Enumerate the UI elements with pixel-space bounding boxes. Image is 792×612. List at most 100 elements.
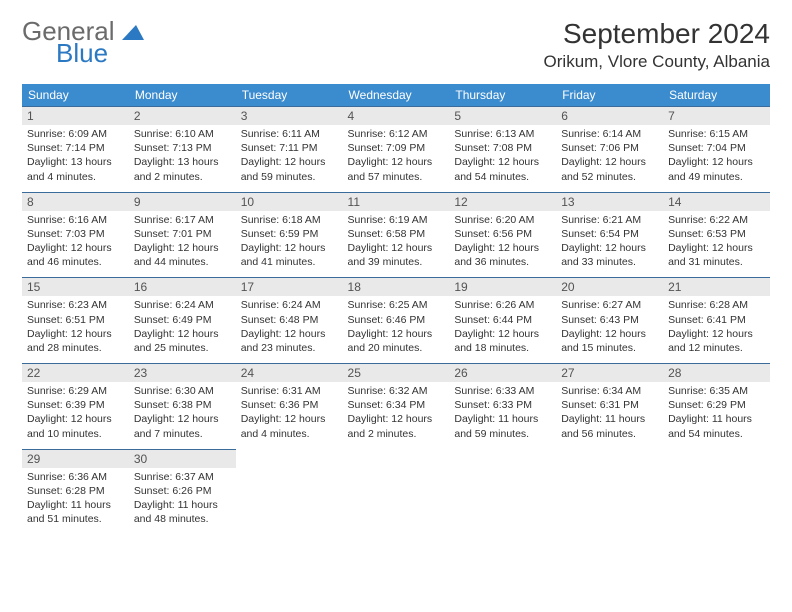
daylight-text: Daylight: 12 hours bbox=[241, 241, 338, 255]
sunrise-text: Sunrise: 6:17 AM bbox=[134, 213, 231, 227]
week-row: 8Sunrise: 6:16 AMSunset: 7:03 PMDaylight… bbox=[22, 192, 770, 278]
day-cell: 9Sunrise: 6:17 AMSunset: 7:01 PMDaylight… bbox=[129, 192, 236, 278]
day-number: 12 bbox=[449, 193, 556, 211]
day-header: Sunday bbox=[22, 84, 129, 107]
sunset-text: Sunset: 6:44 PM bbox=[454, 313, 551, 327]
sunset-text: Sunset: 6:26 PM bbox=[134, 484, 231, 498]
day-cell: 21Sunrise: 6:28 AMSunset: 6:41 PMDayligh… bbox=[663, 278, 770, 364]
daylight-text: and 54 minutes. bbox=[668, 427, 765, 441]
sunrise-text: Sunrise: 6:26 AM bbox=[454, 298, 551, 312]
day-number: 9 bbox=[129, 193, 236, 211]
day-number: 8 bbox=[22, 193, 129, 211]
daylight-text: Daylight: 12 hours bbox=[241, 412, 338, 426]
day-number: 5 bbox=[449, 107, 556, 125]
daylight-text: and 59 minutes. bbox=[454, 427, 551, 441]
sunset-text: Sunset: 6:31 PM bbox=[561, 398, 658, 412]
daylight-text: Daylight: 12 hours bbox=[27, 412, 124, 426]
daylight-text: Daylight: 12 hours bbox=[27, 327, 124, 341]
sunset-text: Sunset: 6:48 PM bbox=[241, 313, 338, 327]
week-row: 1Sunrise: 6:09 AMSunset: 7:14 PMDaylight… bbox=[22, 107, 770, 193]
day-header: Thursday bbox=[449, 84, 556, 107]
sunset-text: Sunset: 6:54 PM bbox=[561, 227, 658, 241]
sunrise-text: Sunrise: 6:09 AM bbox=[27, 127, 124, 141]
daylight-text: Daylight: 12 hours bbox=[561, 155, 658, 169]
daylight-text: and 15 minutes. bbox=[561, 341, 658, 355]
day-cell: 17Sunrise: 6:24 AMSunset: 6:48 PMDayligh… bbox=[236, 278, 343, 364]
day-cell bbox=[556, 449, 663, 534]
sunrise-text: Sunrise: 6:16 AM bbox=[27, 213, 124, 227]
day-number: 14 bbox=[663, 193, 770, 211]
day-number: 29 bbox=[22, 450, 129, 468]
sunset-text: Sunset: 6:36 PM bbox=[241, 398, 338, 412]
sunrise-text: Sunrise: 6:29 AM bbox=[27, 384, 124, 398]
day-number: 1 bbox=[22, 107, 129, 125]
day-cell: 14Sunrise: 6:22 AMSunset: 6:53 PMDayligh… bbox=[663, 192, 770, 278]
day-number: 26 bbox=[449, 364, 556, 382]
daylight-text: Daylight: 11 hours bbox=[134, 498, 231, 512]
daylight-text: and 23 minutes. bbox=[241, 341, 338, 355]
title-block: September 2024 Orikum, Vlore County, Alb… bbox=[544, 18, 770, 72]
day-number: 18 bbox=[343, 278, 450, 296]
daylight-text: and 25 minutes. bbox=[134, 341, 231, 355]
day-cell: 29Sunrise: 6:36 AMSunset: 6:28 PMDayligh… bbox=[22, 449, 129, 534]
sunrise-text: Sunrise: 6:36 AM bbox=[27, 470, 124, 484]
day-cell: 18Sunrise: 6:25 AMSunset: 6:46 PMDayligh… bbox=[343, 278, 450, 364]
daylight-text: and 41 minutes. bbox=[241, 255, 338, 269]
sunrise-text: Sunrise: 6:14 AM bbox=[561, 127, 658, 141]
daylight-text: and 31 minutes. bbox=[668, 255, 765, 269]
day-cell: 13Sunrise: 6:21 AMSunset: 6:54 PMDayligh… bbox=[556, 192, 663, 278]
daylight-text: Daylight: 12 hours bbox=[454, 155, 551, 169]
sunset-text: Sunset: 6:34 PM bbox=[348, 398, 445, 412]
sunset-text: Sunset: 6:51 PM bbox=[27, 313, 124, 327]
day-cell: 16Sunrise: 6:24 AMSunset: 6:49 PMDayligh… bbox=[129, 278, 236, 364]
daylight-text: Daylight: 12 hours bbox=[134, 241, 231, 255]
sunrise-text: Sunrise: 6:35 AM bbox=[668, 384, 765, 398]
daylight-text: Daylight: 12 hours bbox=[27, 241, 124, 255]
day-cell: 23Sunrise: 6:30 AMSunset: 6:38 PMDayligh… bbox=[129, 364, 236, 450]
day-cell: 28Sunrise: 6:35 AMSunset: 6:29 PMDayligh… bbox=[663, 364, 770, 450]
sunset-text: Sunset: 7:06 PM bbox=[561, 141, 658, 155]
daylight-text: Daylight: 12 hours bbox=[668, 241, 765, 255]
sunrise-text: Sunrise: 6:19 AM bbox=[348, 213, 445, 227]
day-number: 19 bbox=[449, 278, 556, 296]
day-number: 17 bbox=[236, 278, 343, 296]
day-cell: 22Sunrise: 6:29 AMSunset: 6:39 PMDayligh… bbox=[22, 364, 129, 450]
day-cell bbox=[449, 449, 556, 534]
sunrise-text: Sunrise: 6:30 AM bbox=[134, 384, 231, 398]
daylight-text: Daylight: 13 hours bbox=[134, 155, 231, 169]
daylight-text: Daylight: 11 hours bbox=[561, 412, 658, 426]
logo: General Blue bbox=[22, 18, 144, 66]
sunset-text: Sunset: 6:49 PM bbox=[134, 313, 231, 327]
daylight-text: and 33 minutes. bbox=[561, 255, 658, 269]
daylight-text: and 57 minutes. bbox=[348, 170, 445, 184]
sunrise-text: Sunrise: 6:27 AM bbox=[561, 298, 658, 312]
sunset-text: Sunset: 6:56 PM bbox=[454, 227, 551, 241]
day-cell: 11Sunrise: 6:19 AMSunset: 6:58 PMDayligh… bbox=[343, 192, 450, 278]
day-cell: 24Sunrise: 6:31 AMSunset: 6:36 PMDayligh… bbox=[236, 364, 343, 450]
daylight-text: Daylight: 12 hours bbox=[348, 241, 445, 255]
daylight-text: and 51 minutes. bbox=[27, 512, 124, 526]
week-row: 15Sunrise: 6:23 AMSunset: 6:51 PMDayligh… bbox=[22, 278, 770, 364]
daylight-text: and 10 minutes. bbox=[27, 427, 124, 441]
day-number: 7 bbox=[663, 107, 770, 125]
sunset-text: Sunset: 7:03 PM bbox=[27, 227, 124, 241]
sunrise-text: Sunrise: 6:28 AM bbox=[668, 298, 765, 312]
day-cell: 4Sunrise: 6:12 AMSunset: 7:09 PMDaylight… bbox=[343, 107, 450, 193]
sunset-text: Sunset: 6:38 PM bbox=[134, 398, 231, 412]
daylight-text: and 28 minutes. bbox=[27, 341, 124, 355]
day-cell: 2Sunrise: 6:10 AMSunset: 7:13 PMDaylight… bbox=[129, 107, 236, 193]
day-header: Wednesday bbox=[343, 84, 450, 107]
location-subtitle: Orikum, Vlore County, Albania bbox=[544, 52, 770, 72]
header: General Blue September 2024 Orikum, Vlor… bbox=[22, 18, 770, 72]
day-cell: 27Sunrise: 6:34 AMSunset: 6:31 PMDayligh… bbox=[556, 364, 663, 450]
day-cell: 5Sunrise: 6:13 AMSunset: 7:08 PMDaylight… bbox=[449, 107, 556, 193]
day-number: 11 bbox=[343, 193, 450, 211]
daylight-text: and 2 minutes. bbox=[348, 427, 445, 441]
daylight-text: Daylight: 12 hours bbox=[454, 327, 551, 341]
day-header: Monday bbox=[129, 84, 236, 107]
sunrise-text: Sunrise: 6:18 AM bbox=[241, 213, 338, 227]
sunrise-text: Sunrise: 6:12 AM bbox=[348, 127, 445, 141]
sunset-text: Sunset: 6:28 PM bbox=[27, 484, 124, 498]
calendar-body: 1Sunrise: 6:09 AMSunset: 7:14 PMDaylight… bbox=[22, 107, 770, 535]
daylight-text: Daylight: 12 hours bbox=[241, 155, 338, 169]
